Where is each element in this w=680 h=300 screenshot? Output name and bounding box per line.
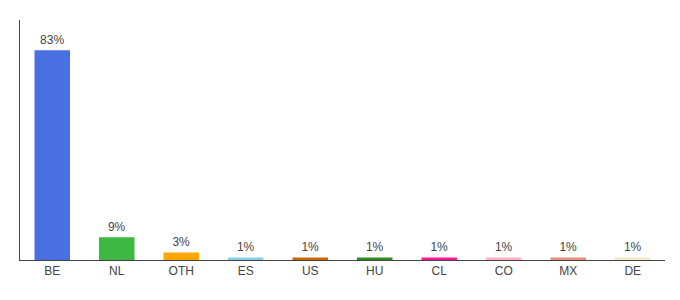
svg-text:DE: DE bbox=[624, 264, 641, 278]
svg-text:1%: 1% bbox=[237, 240, 255, 254]
svg-text:BE: BE bbox=[44, 264, 60, 278]
svg-text:CO: CO bbox=[495, 264, 513, 278]
svg-text:HU: HU bbox=[366, 264, 383, 278]
svg-text:US: US bbox=[302, 264, 319, 278]
svg-text:1%: 1% bbox=[366, 240, 384, 254]
svg-text:MX: MX bbox=[559, 264, 577, 278]
svg-text:OTH: OTH bbox=[169, 264, 194, 278]
svg-text:ES: ES bbox=[238, 264, 254, 278]
svg-text:1%: 1% bbox=[430, 240, 448, 254]
svg-text:9%: 9% bbox=[108, 220, 126, 234]
svg-text:CL: CL bbox=[432, 264, 448, 278]
svg-text:1%: 1% bbox=[624, 240, 642, 254]
svg-text:1%: 1% bbox=[559, 240, 577, 254]
svg-text:1%: 1% bbox=[301, 240, 319, 254]
svg-text:1%: 1% bbox=[495, 240, 513, 254]
svg-text:NL: NL bbox=[109, 264, 125, 278]
svg-text:83%: 83% bbox=[40, 33, 64, 47]
svg-text:3%: 3% bbox=[172, 235, 190, 249]
